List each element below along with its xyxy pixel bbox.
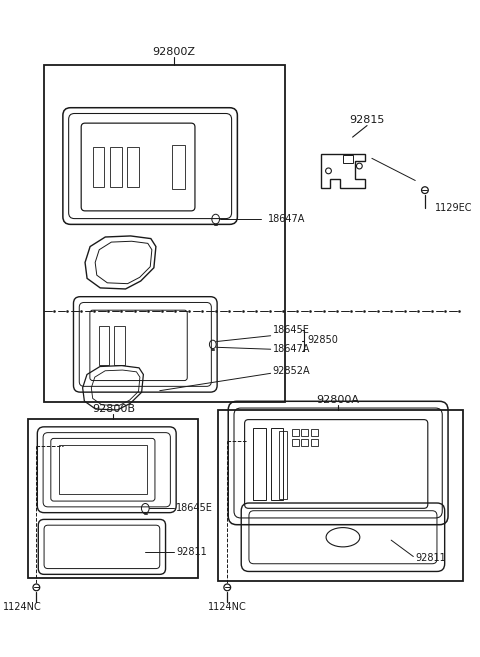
Bar bbox=[172, 145, 185, 189]
Text: 18645E: 18645E bbox=[176, 503, 213, 513]
Text: 92811: 92811 bbox=[415, 553, 446, 564]
Bar bbox=[110, 147, 122, 187]
Bar bbox=[98, 326, 109, 365]
Ellipse shape bbox=[421, 187, 428, 194]
Bar bbox=[217, 410, 464, 581]
Bar bbox=[311, 439, 318, 445]
Ellipse shape bbox=[33, 584, 40, 591]
Bar bbox=[253, 428, 266, 499]
Text: 18645E: 18645E bbox=[273, 325, 310, 335]
Text: 1129EC: 1129EC bbox=[434, 202, 472, 212]
Text: 92811: 92811 bbox=[176, 547, 207, 556]
Text: 92800Z: 92800Z bbox=[153, 47, 196, 57]
Text: 92850: 92850 bbox=[307, 334, 338, 344]
Bar bbox=[301, 429, 308, 436]
Bar bbox=[114, 326, 125, 365]
Bar bbox=[93, 147, 104, 187]
Text: 92800A: 92800A bbox=[317, 396, 360, 405]
Bar bbox=[279, 431, 287, 499]
Bar bbox=[292, 439, 299, 445]
Bar bbox=[59, 445, 147, 494]
Bar bbox=[28, 419, 198, 578]
Bar bbox=[44, 65, 285, 402]
Bar bbox=[271, 428, 283, 499]
Bar bbox=[301, 439, 308, 445]
Text: 18647A: 18647A bbox=[268, 214, 305, 224]
Text: 92815: 92815 bbox=[349, 115, 385, 125]
Text: 1124NC: 1124NC bbox=[2, 602, 41, 612]
Bar bbox=[343, 156, 353, 163]
Text: 1124NC: 1124NC bbox=[208, 602, 247, 612]
Text: 92800B: 92800B bbox=[92, 404, 135, 414]
Bar bbox=[292, 429, 299, 436]
Text: 18647A: 18647A bbox=[273, 344, 310, 354]
Ellipse shape bbox=[224, 584, 230, 591]
Text: 92852A: 92852A bbox=[273, 367, 310, 376]
Bar bbox=[311, 429, 318, 436]
Bar bbox=[128, 147, 139, 187]
